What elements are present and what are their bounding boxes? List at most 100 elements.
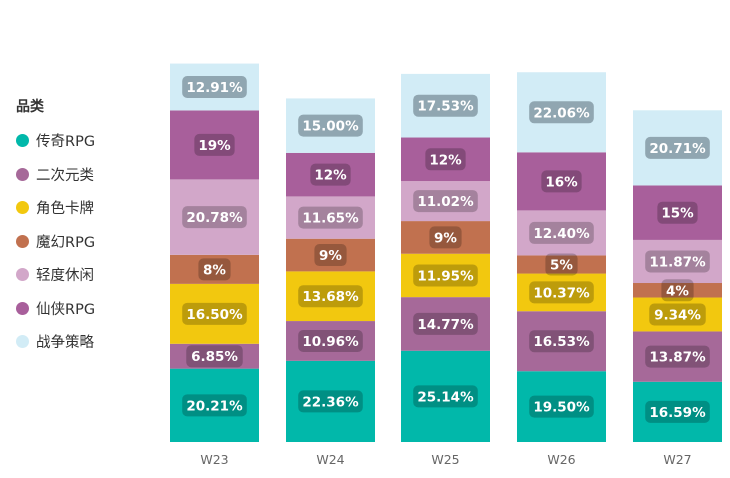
data-label-text: 6.85% [191,349,238,365]
data-label-background [298,114,363,137]
data-label: 16% [541,170,582,193]
data-label-text: 11.02% [417,194,474,210]
bar-segment[interactable] [517,210,606,256]
legend-item[interactable]: 传奇RPG [16,124,95,158]
data-label: 9.34% [649,303,706,326]
legend-item[interactable]: 角色卡牌 [16,191,95,225]
data-label: 11.95% [413,264,478,287]
data-label: 8% [198,258,231,281]
legend-swatch [16,335,29,349]
bar-segment[interactable] [517,255,606,274]
data-label: 11.87% [645,250,710,273]
x-tick-label: W26 [547,452,575,467]
data-label-text: 8% [203,262,226,278]
bar-segment[interactable] [633,239,722,284]
bar-segment[interactable] [170,283,259,344]
data-label-text: 10.37% [533,285,590,301]
data-label-background [310,163,351,186]
bar-segment[interactable] [517,311,606,372]
data-label-text: 11.95% [417,268,474,284]
data-label-background [298,329,363,352]
data-label-text: 22.36% [302,394,359,410]
legend-item[interactable]: 魔幻RPG [16,225,95,259]
data-label-text: 16.50% [186,307,243,323]
data-label: 11.02% [413,190,478,213]
bar-segment[interactable] [170,179,259,255]
legend-item[interactable]: 二次元类 [16,158,95,192]
data-label-text: 22.06% [533,105,590,121]
data-label-text: 12.40% [533,226,590,242]
bar-segment[interactable] [401,181,490,222]
bar-segment[interactable] [286,238,375,272]
legend-item[interactable]: 仙侠RPG [16,292,95,326]
data-label-text: 4% [666,283,689,299]
bar-segment[interactable] [401,297,490,351]
bar-segment[interactable] [633,297,722,332]
data-label: 15.00% [298,114,363,137]
bar-segment[interactable] [401,253,490,298]
data-label-text: 19.50% [533,400,590,416]
data-label: 25.14% [413,385,478,408]
x-tick-label: W24 [316,452,344,467]
bar-segment[interactable] [401,221,490,254]
data-label-text: 16.59% [649,405,706,421]
legend-swatch [16,234,29,248]
bar-segment[interactable] [517,371,606,442]
data-label-background [645,400,710,423]
data-label: 5% [545,253,578,276]
bar-segment[interactable] [286,196,375,239]
legend-item[interactable]: 轻度休闲 [16,258,95,292]
legend-label: 角色卡牌 [36,201,94,218]
bar-segment[interactable] [401,137,490,182]
data-label-background [413,264,478,287]
legend-label: 魔幻RPG [36,234,96,251]
bar-segment[interactable] [633,381,722,442]
data-label-text: 20.71% [649,141,706,157]
legend-label: 轻度休闲 [36,268,94,285]
bar-segment[interactable] [401,350,490,442]
bar-segment[interactable] [170,343,259,369]
data-label: 12% [425,148,466,171]
data-label-background [194,133,235,156]
bar-segment[interactable] [286,360,375,442]
data-label-background [661,279,694,302]
legend-label: 二次元类 [36,167,94,184]
bar-segment[interactable] [517,152,606,211]
legend-item[interactable]: 战争策略 [16,325,95,359]
data-label-background [645,345,710,368]
data-label: 16.59% [645,400,710,423]
data-label: 4% [661,279,694,302]
bar-segment[interactable] [633,283,722,298]
data-label-background [182,76,247,98]
data-label-text: 25.14% [417,389,474,405]
bar-segment[interactable] [170,254,259,284]
legend-swatch [16,268,29,282]
bar-segment[interactable] [170,368,259,442]
data-label-background [545,253,578,276]
bar-segment[interactable] [633,331,722,382]
data-label: 13.68% [298,285,363,308]
chart-legend: 品类 传奇RPG 二次元类 角色卡牌 魔幻RPG 轻度休闲 仙侠RPG 战争策略 [16,96,95,359]
data-label-text: 13.68% [302,289,359,305]
bar-segment[interactable] [633,185,722,240]
data-label-background [541,170,582,193]
legend-swatch [16,201,29,215]
data-label: 14.77% [413,312,478,335]
data-label: 12.40% [529,221,594,244]
data-label: 12% [310,163,351,186]
data-label-background [314,244,347,267]
bar-segment[interactable] [286,271,375,322]
bar-segment[interactable] [286,321,375,361]
data-label: 9% [429,226,462,249]
x-tick-label: W27 [663,452,691,467]
bar-segment[interactable] [286,152,375,197]
data-label-background [413,94,478,117]
bar-segment[interactable] [517,273,606,312]
data-label-text: 20.78% [186,210,243,226]
data-label-text: 12% [429,152,462,168]
legend-swatch [16,167,29,181]
data-label-background [645,136,710,159]
data-label-text: 9.34% [654,307,701,323]
bar-segment[interactable] [170,110,259,180]
